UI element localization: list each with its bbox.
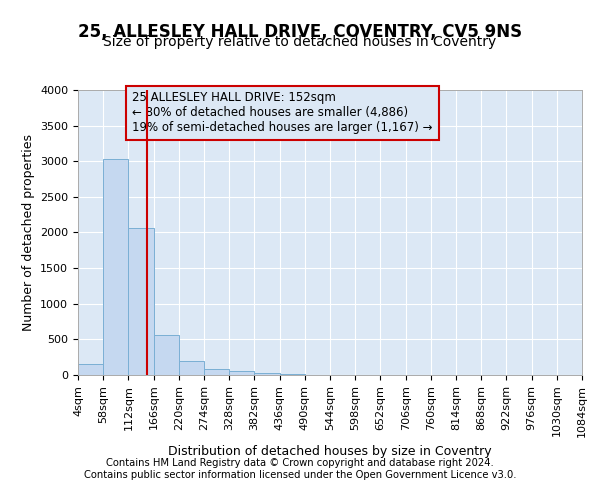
Bar [204,370,229,375]
Y-axis label: Number of detached properties: Number of detached properties [22,134,35,331]
Bar [254,373,280,375]
Text: Contains HM Land Registry data © Crown copyright and database right 2024.: Contains HM Land Registry data © Crown c… [106,458,494,468]
X-axis label: Distribution of detached houses by size in Coventry: Distribution of detached houses by size … [168,445,492,458]
Bar [103,159,128,375]
Bar [78,364,103,375]
Text: Size of property relative to detached houses in Coventry: Size of property relative to detached ho… [103,35,497,49]
Bar [154,336,179,375]
Text: Contains public sector information licensed under the Open Government Licence v3: Contains public sector information licen… [84,470,516,480]
Bar [280,374,305,375]
Text: 25, ALLESLEY HALL DRIVE, COVENTRY, CV5 9NS: 25, ALLESLEY HALL DRIVE, COVENTRY, CV5 9… [78,22,522,40]
Text: 25 ALLESLEY HALL DRIVE: 152sqm
← 80% of detached houses are smaller (4,886)
19% : 25 ALLESLEY HALL DRIVE: 152sqm ← 80% of … [132,92,433,134]
Bar [179,361,204,375]
Bar [128,228,154,375]
Bar [229,372,254,375]
